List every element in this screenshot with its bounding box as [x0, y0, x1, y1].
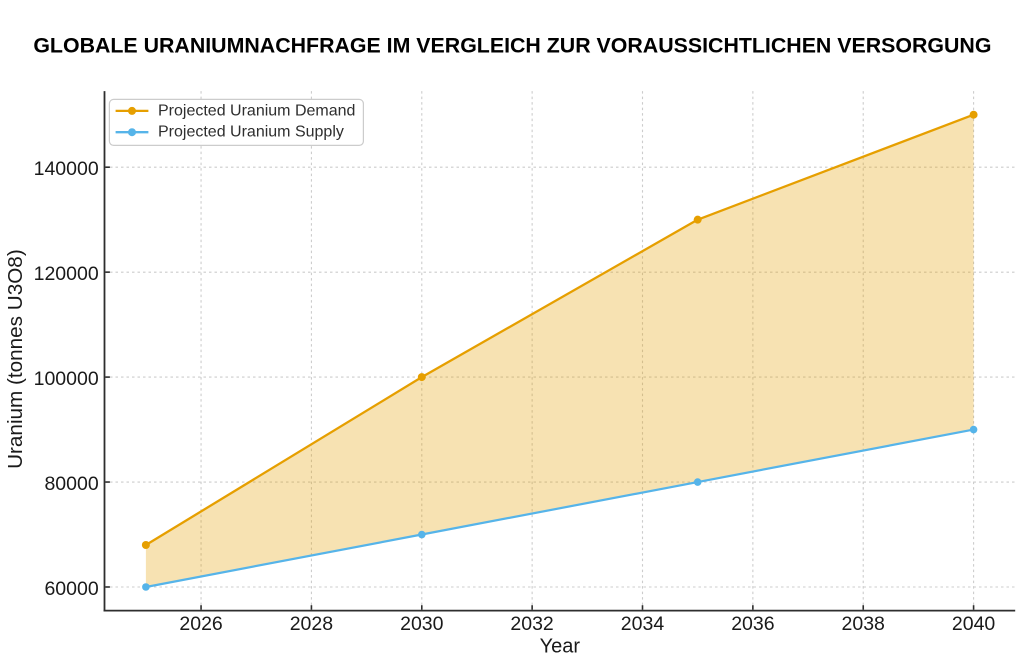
svg-text:2036: 2036 [731, 613, 774, 635]
svg-text:140000: 140000 [34, 158, 99, 180]
svg-text:Uranium (tonnes U3O8): Uranium (tonnes U3O8) [4, 249, 27, 469]
svg-text:Projected Uranium Demand: Projected Uranium Demand [158, 102, 355, 119]
svg-text:60000: 60000 [44, 578, 98, 600]
svg-text:2040: 2040 [952, 613, 996, 635]
svg-text:2038: 2038 [842, 613, 885, 635]
svg-text:2034: 2034 [621, 613, 665, 635]
svg-text:Projected Uranium Supply: Projected Uranium Supply [158, 124, 344, 141]
svg-text:GLOBALE URANIUMNACHFRAGE IM VE: GLOBALE URANIUMNACHFRAGE IM VERGLEICH ZU… [33, 34, 991, 58]
svg-text:Year: Year [540, 636, 581, 658]
svg-text:100000: 100000 [34, 368, 99, 390]
svg-text:2030: 2030 [400, 613, 444, 635]
svg-text:2032: 2032 [510, 613, 553, 635]
svg-text:120000: 120000 [34, 263, 99, 285]
svg-text:2026: 2026 [179, 613, 222, 635]
svg-text:2028: 2028 [290, 613, 333, 635]
svg-text:80000: 80000 [44, 473, 98, 495]
